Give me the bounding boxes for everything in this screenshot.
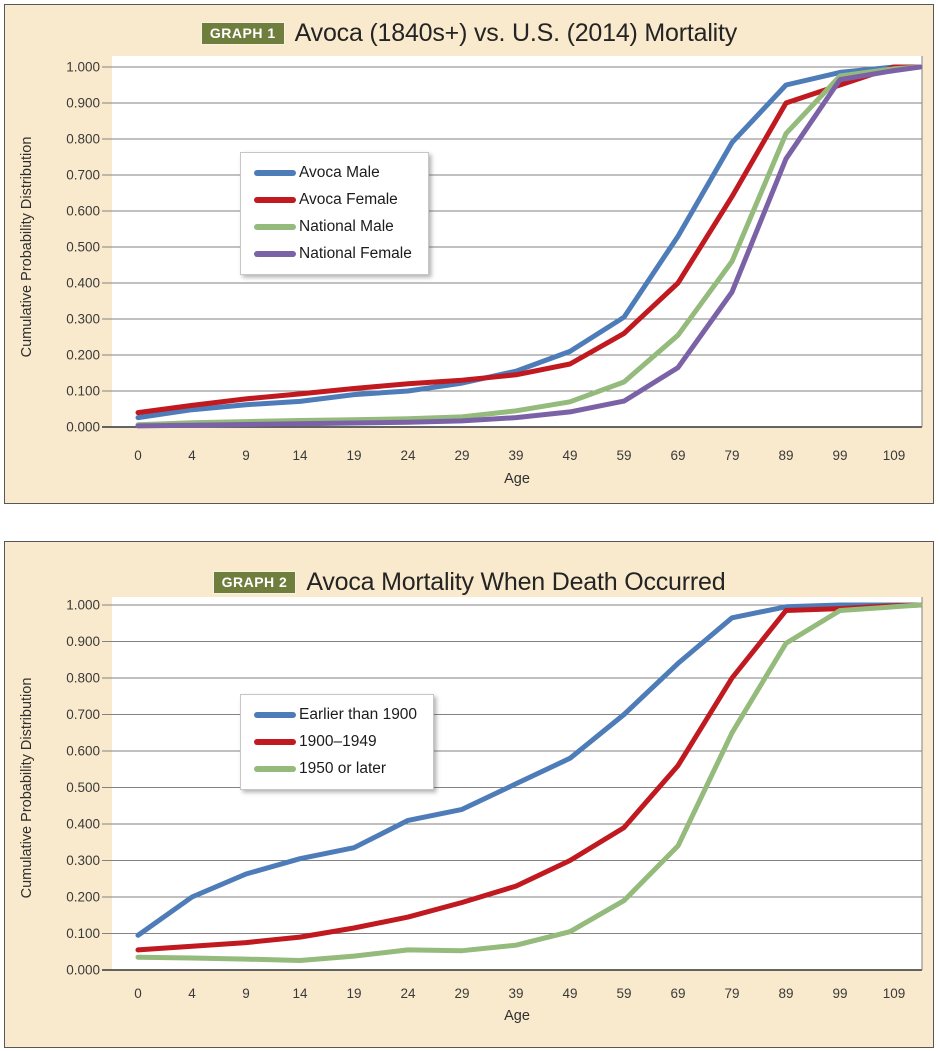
x-tick-label: 4 bbox=[188, 448, 196, 463]
y-tick-label: 0.100 bbox=[66, 926, 100, 941]
x-tick-label: 19 bbox=[346, 986, 361, 1001]
legend-item: 1950 or later bbox=[254, 760, 417, 778]
y-tick-label: 0.400 bbox=[66, 276, 100, 291]
graph2-panel: Cumulative Probability Distribution Age … bbox=[4, 541, 934, 1048]
legend-swatch bbox=[254, 224, 296, 230]
x-tick-label: 109 bbox=[883, 986, 906, 1001]
legend-label: 1950 or later bbox=[299, 760, 387, 777]
x-tick-label: 89 bbox=[778, 448, 793, 463]
series-line-avoca-male bbox=[135, 64, 923, 421]
y-tick-label: 0.900 bbox=[66, 634, 100, 649]
legend-label: Avoca Male bbox=[299, 164, 380, 181]
legend-swatch bbox=[254, 739, 296, 745]
x-tick-label: 99 bbox=[832, 448, 847, 463]
graph1-y-axis-title: Cumulative Probability Distribution bbox=[19, 137, 35, 358]
y-tick-label: 0.800 bbox=[66, 671, 100, 686]
legend-label: 1900–1949 bbox=[299, 733, 377, 750]
x-tick-label: 0 bbox=[134, 986, 142, 1001]
legend-swatch bbox=[254, 170, 296, 176]
y-tick-label: 0.600 bbox=[66, 204, 100, 219]
y-tick-label: 0.300 bbox=[66, 312, 100, 327]
x-tick-label: 9 bbox=[242, 448, 250, 463]
y-tick-label: 0.700 bbox=[66, 707, 100, 722]
series-line-1900-1949 bbox=[135, 602, 923, 953]
legend-swatch bbox=[254, 766, 296, 772]
x-tick-label: 59 bbox=[616, 448, 631, 463]
x-tick-label: 69 bbox=[670, 986, 685, 1001]
series-line-national-female bbox=[135, 64, 923, 429]
graph2-plot-canvas: Cumulative Probability Distribution Age … bbox=[19, 597, 923, 1024]
series-line-earlier-than-1900 bbox=[135, 602, 923, 938]
x-tick-label: 59 bbox=[616, 986, 631, 1001]
graph1-plot-canvas: Cumulative Probability Distribution Age … bbox=[19, 56, 923, 487]
legend-swatch bbox=[254, 251, 296, 257]
x-tick-label: 49 bbox=[562, 986, 577, 1001]
y-tick-label: 0.300 bbox=[66, 853, 100, 868]
graph1-badge: GRAPH 1 bbox=[200, 22, 285, 46]
y-tick-label: 0.000 bbox=[66, 420, 100, 435]
graph1-title-text: Avoca (1840s+) vs. U.S. (2014) Mortality bbox=[294, 19, 738, 47]
graph1-panel: Cumulative Probability Distribution Age … bbox=[4, 4, 934, 504]
legend-item: Avoca Male bbox=[254, 164, 412, 182]
x-tick-label: 79 bbox=[724, 986, 739, 1001]
x-tick-label: 109 bbox=[883, 448, 906, 463]
x-tick-label: 49 bbox=[562, 448, 577, 463]
x-tick-label: 0 bbox=[134, 448, 142, 463]
y-tick-label: 0.200 bbox=[66, 348, 100, 363]
legend-label: Avoca Female bbox=[299, 191, 398, 208]
series-line-national-male bbox=[135, 64, 923, 428]
y-tick-label: 1.000 bbox=[66, 60, 100, 75]
legend-label: National Male bbox=[299, 218, 394, 235]
legend-label: Earlier than 1900 bbox=[299, 706, 418, 723]
x-tick-label: 24 bbox=[400, 448, 416, 463]
y-tick-label: 0.200 bbox=[66, 890, 100, 905]
series-line-avoca-female bbox=[135, 64, 923, 416]
legend-item: National Female bbox=[254, 245, 412, 263]
x-tick-label: 14 bbox=[292, 986, 308, 1001]
series-line-1950-or-later bbox=[135, 602, 923, 963]
x-tick-label: 4 bbox=[188, 986, 196, 1001]
legend-label: National Female bbox=[299, 245, 412, 262]
x-tick-label: 19 bbox=[346, 448, 361, 463]
x-tick-label: 29 bbox=[454, 448, 469, 463]
graph2-x-axis-title: Age bbox=[504, 1008, 530, 1024]
y-tick-label: 0.500 bbox=[66, 780, 100, 795]
graph2-badge: GRAPH 2 bbox=[212, 571, 297, 595]
y-tick-label: 0.900 bbox=[66, 96, 100, 111]
graph2-title: GRAPH 2 Avoca Mortality When Death Occur… bbox=[5, 568, 933, 597]
y-tick-label: 0.500 bbox=[66, 240, 100, 255]
graph1-title: GRAPH 1 Avoca (1840s+) vs. U.S. (2014) M… bbox=[5, 19, 933, 48]
x-tick-label: 24 bbox=[400, 986, 416, 1001]
legend-item: Avoca Female bbox=[254, 191, 412, 209]
y-tick-label: 1.000 bbox=[66, 598, 100, 613]
graph1-x-axis-title: Age bbox=[504, 471, 530, 487]
graph2-y-axis-title: Cumulative Probability Distribution bbox=[19, 678, 35, 899]
legend-item: 1900–1949 bbox=[254, 733, 417, 751]
x-tick-label: 29 bbox=[454, 986, 469, 1001]
legend-item: National Male bbox=[254, 218, 412, 236]
x-tick-label: 9 bbox=[242, 986, 250, 1001]
legend-item: Earlier than 1900 bbox=[254, 706, 417, 724]
graph2-title-text: Avoca Mortality When Death Occurred bbox=[306, 568, 726, 596]
legend-swatch bbox=[254, 197, 296, 203]
y-tick-label: 0.400 bbox=[66, 817, 100, 832]
y-tick-label: 0.600 bbox=[66, 744, 100, 759]
graph1-legend: Avoca Male Avoca Female National Male Natio… bbox=[240, 152, 429, 275]
y-tick-label: 0.700 bbox=[66, 168, 100, 183]
graph2-legend: Earlier than 1900 1900–1949 1950 or later bbox=[240, 694, 435, 790]
x-tick-label: 89 bbox=[778, 986, 793, 1001]
legend-swatch bbox=[254, 712, 296, 718]
y-tick-label: 0.800 bbox=[66, 132, 100, 147]
x-tick-label: 79 bbox=[724, 448, 739, 463]
x-tick-label: 99 bbox=[832, 986, 847, 1001]
x-tick-label: 14 bbox=[292, 448, 308, 463]
x-tick-label: 69 bbox=[670, 448, 685, 463]
x-tick-label: 39 bbox=[508, 986, 523, 1001]
x-tick-label: 39 bbox=[508, 448, 523, 463]
y-tick-label: 0.100 bbox=[66, 384, 100, 399]
y-tick-label: 0.000 bbox=[66, 963, 100, 978]
